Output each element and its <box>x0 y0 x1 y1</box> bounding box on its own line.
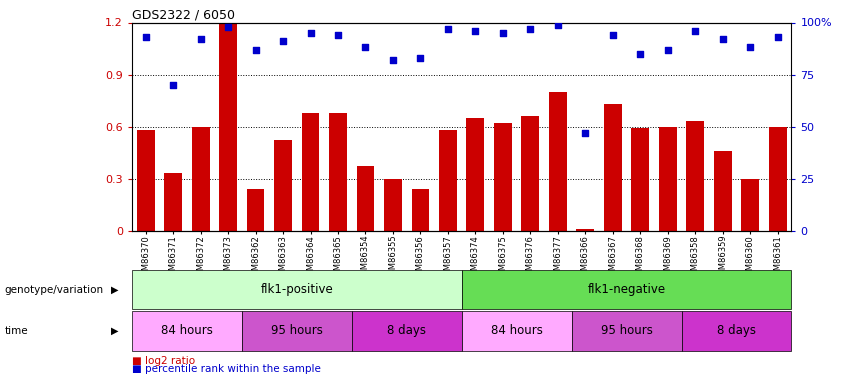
Bar <box>549 92 567 231</box>
Point <box>688 28 702 34</box>
Bar <box>466 118 484 231</box>
Bar <box>494 123 511 231</box>
Point <box>771 34 785 40</box>
Text: time: time <box>4 326 28 336</box>
Bar <box>522 116 540 231</box>
Point <box>441 26 454 32</box>
Bar <box>301 112 319 231</box>
Text: ▶: ▶ <box>111 285 118 295</box>
Bar <box>659 127 677 231</box>
Bar <box>274 141 292 231</box>
Text: 8 days: 8 days <box>717 324 756 338</box>
Text: 84 hours: 84 hours <box>161 324 213 338</box>
Bar <box>384 178 402 231</box>
Point <box>166 82 180 88</box>
Text: 95 hours: 95 hours <box>601 324 653 338</box>
Point <box>386 57 400 63</box>
Point <box>194 36 208 42</box>
Point <box>661 46 675 53</box>
Point <box>414 55 427 61</box>
Text: GDS2322 / 6050: GDS2322 / 6050 <box>132 8 235 21</box>
Bar <box>357 166 374 231</box>
Bar <box>576 229 594 231</box>
Bar <box>604 104 622 231</box>
Text: flk1-positive: flk1-positive <box>260 283 333 296</box>
Bar <box>439 130 457 231</box>
Bar <box>412 189 430 231</box>
Point <box>277 38 290 44</box>
Point <box>358 45 372 51</box>
Bar <box>631 128 649 231</box>
Point <box>248 46 262 53</box>
Point <box>606 32 620 38</box>
Text: ■ log2 ratio: ■ log2 ratio <box>132 356 195 366</box>
Point <box>633 51 647 57</box>
Point <box>331 32 345 38</box>
Point <box>716 36 729 42</box>
Text: 84 hours: 84 hours <box>491 324 543 338</box>
Bar <box>768 127 786 231</box>
Bar <box>247 189 265 231</box>
Bar <box>741 178 759 231</box>
Point <box>221 24 235 30</box>
Text: 95 hours: 95 hours <box>271 324 323 338</box>
Point <box>496 30 510 36</box>
Text: flk1-negative: flk1-negative <box>587 283 665 296</box>
Text: ■ percentile rank within the sample: ■ percentile rank within the sample <box>132 364 321 374</box>
Point <box>469 28 483 34</box>
Bar <box>714 151 732 231</box>
Bar <box>191 127 209 231</box>
Text: 8 days: 8 days <box>387 324 426 338</box>
Point <box>579 130 592 136</box>
Point <box>744 45 757 51</box>
Point <box>551 22 565 28</box>
Bar <box>164 173 182 231</box>
Bar <box>329 112 347 231</box>
Text: ▶: ▶ <box>111 326 118 336</box>
Bar <box>686 122 704 231</box>
Text: genotype/variation: genotype/variation <box>4 285 103 295</box>
Bar <box>220 24 237 231</box>
Point <box>523 26 537 32</box>
Point <box>304 30 317 36</box>
Point <box>139 34 152 40</box>
Bar <box>137 130 155 231</box>
